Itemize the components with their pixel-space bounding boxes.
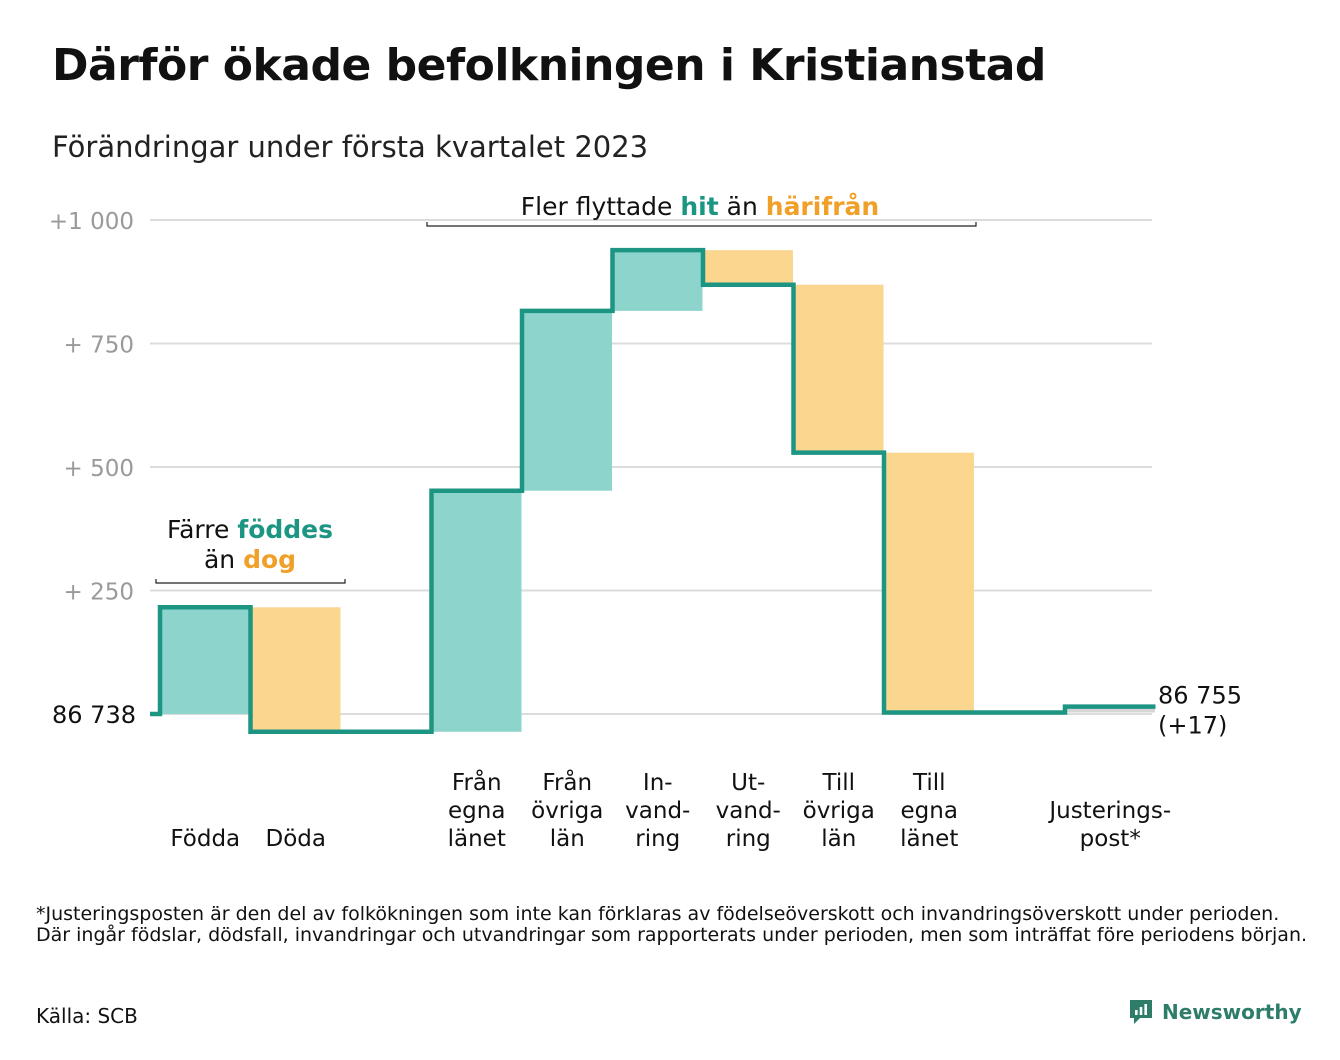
annotation-births-line-1: Färre föddes — [167, 515, 333, 544]
bars-layer — [160, 250, 1155, 732]
bar-increase — [522, 310, 612, 491]
page-title: Därför ökade befolkningen i Kristianstad — [52, 40, 1046, 91]
y-tick-label: + 500 — [64, 456, 134, 482]
bar-decrease — [884, 452, 974, 713]
end-value-label: 86 755 — [1158, 682, 1242, 710]
category-label: egna — [901, 798, 958, 824]
category-label: Födda — [170, 826, 240, 852]
bar-adjustment — [1065, 706, 1155, 713]
brand-name: Newsworthy — [1162, 1000, 1302, 1024]
category-label: länet — [900, 826, 958, 852]
category-label: länet — [448, 826, 506, 852]
bar-decrease — [703, 250, 793, 285]
cumulative-step-line — [150, 247, 1156, 735]
category-label: vand- — [716, 798, 781, 824]
bar-increase — [160, 607, 250, 714]
newsworthy-logo-icon — [1130, 1000, 1152, 1024]
y-tick-label: + 250 — [64, 580, 134, 606]
category-label: ring — [635, 826, 680, 852]
step-line-layer — [150, 247, 1156, 735]
brand-logo: Newsworthy — [1128, 998, 1302, 1026]
category-label: Döda — [266, 826, 326, 852]
bar-decrease — [793, 284, 884, 453]
category-label: Till — [821, 770, 855, 796]
category-label: post* — [1080, 826, 1141, 852]
category-label: Från — [542, 768, 592, 796]
annotation-migration-text: Fler flyttade hit än härifrån — [521, 192, 879, 221]
category-label: egna — [448, 798, 505, 824]
footnote: *Justeringsposten är den del av folkökni… — [36, 903, 1308, 946]
category-label: län — [550, 826, 585, 852]
category-label: Justerings- — [1047, 798, 1171, 824]
category-label: Till — [912, 770, 946, 796]
category-label: In- — [643, 770, 673, 796]
chart-subtitle: Förändringar under första kvartalet 2023 — [52, 130, 649, 164]
category-label: övriga — [531, 798, 603, 824]
annotation-births-line-2: än dog — [204, 545, 296, 574]
category-label: ring — [726, 826, 771, 852]
annotation-migration-bracket — [426, 222, 977, 227]
y-tick-label: + 750 — [64, 333, 134, 359]
annotation-births-bracket — [155, 579, 346, 584]
category-label: län — [821, 826, 856, 852]
bar-decrease — [250, 607, 341, 732]
bar-increase — [431, 490, 522, 732]
category-label: vand- — [625, 798, 690, 824]
end-change-label: (+17) — [1158, 712, 1227, 740]
source-label: Källa: SCB — [36, 1004, 138, 1028]
baseline-value-label: 86 738 — [52, 701, 136, 729]
y-tick-label: +1 000 — [49, 209, 134, 235]
category-label: Ut- — [731, 770, 765, 796]
bar-increase — [612, 250, 703, 311]
category-label: Från — [452, 768, 502, 796]
category-label: övriga — [803, 798, 875, 824]
